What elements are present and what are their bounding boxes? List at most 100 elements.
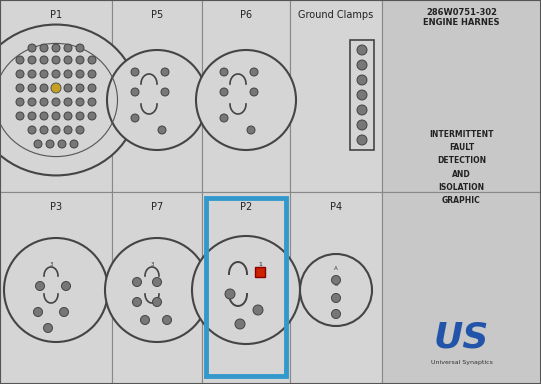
Circle shape xyxy=(28,44,36,52)
Bar xyxy=(382,0,541,192)
Bar xyxy=(290,192,382,384)
Circle shape xyxy=(300,254,372,326)
Bar xyxy=(206,198,286,376)
Circle shape xyxy=(58,140,66,148)
Circle shape xyxy=(88,112,96,120)
Bar xyxy=(255,267,265,277)
Circle shape xyxy=(40,70,48,78)
Circle shape xyxy=(88,84,96,92)
Circle shape xyxy=(76,44,84,52)
Circle shape xyxy=(76,98,84,106)
Circle shape xyxy=(28,70,36,78)
Circle shape xyxy=(76,56,84,64)
Text: US: US xyxy=(434,320,489,354)
Bar xyxy=(202,0,290,192)
Circle shape xyxy=(332,275,340,285)
Circle shape xyxy=(158,126,166,134)
Text: P1: P1 xyxy=(50,10,62,20)
Circle shape xyxy=(40,126,48,134)
Circle shape xyxy=(220,68,228,76)
Circle shape xyxy=(28,112,36,120)
Circle shape xyxy=(34,308,43,316)
Circle shape xyxy=(131,114,139,122)
Circle shape xyxy=(52,126,60,134)
Circle shape xyxy=(40,112,48,120)
Bar xyxy=(290,0,382,192)
Circle shape xyxy=(131,68,139,76)
Text: 3: 3 xyxy=(49,263,53,268)
Circle shape xyxy=(52,98,60,106)
Text: A: A xyxy=(334,265,338,270)
Circle shape xyxy=(141,316,149,324)
Circle shape xyxy=(52,112,60,120)
Circle shape xyxy=(64,70,72,78)
Bar xyxy=(0,0,112,192)
Circle shape xyxy=(332,310,340,318)
Circle shape xyxy=(88,70,96,78)
Text: ENGINE HARNES: ENGINE HARNES xyxy=(423,18,500,27)
Circle shape xyxy=(133,278,142,286)
Circle shape xyxy=(70,140,78,148)
Circle shape xyxy=(76,112,84,120)
Circle shape xyxy=(357,45,367,55)
Circle shape xyxy=(253,305,263,315)
Text: 286W0751-302: 286W0751-302 xyxy=(426,8,497,17)
Circle shape xyxy=(52,44,60,52)
Circle shape xyxy=(64,112,72,120)
Circle shape xyxy=(62,281,70,291)
Text: P2: P2 xyxy=(240,202,252,212)
Circle shape xyxy=(34,140,42,148)
Circle shape xyxy=(28,126,36,134)
Bar xyxy=(0,192,112,384)
Ellipse shape xyxy=(0,25,138,175)
Circle shape xyxy=(64,98,72,106)
Circle shape xyxy=(64,126,72,134)
Circle shape xyxy=(76,126,84,134)
Circle shape xyxy=(153,278,162,286)
Circle shape xyxy=(161,68,169,76)
Text: P3: P3 xyxy=(50,202,62,212)
Text: INTERMITTENT
FAULT
DETECTION
AND
ISOLATION
GRAPHIC: INTERMITTENT FAULT DETECTION AND ISOLATI… xyxy=(429,130,494,205)
Bar xyxy=(112,0,202,192)
Circle shape xyxy=(64,84,72,92)
Circle shape xyxy=(357,90,367,100)
Circle shape xyxy=(133,298,142,306)
Circle shape xyxy=(357,120,367,130)
Circle shape xyxy=(76,70,84,78)
Circle shape xyxy=(153,298,162,306)
Circle shape xyxy=(51,83,61,93)
Circle shape xyxy=(43,323,52,333)
Circle shape xyxy=(52,70,60,78)
Text: P7: P7 xyxy=(151,202,163,212)
Circle shape xyxy=(131,88,139,96)
Text: P5: P5 xyxy=(151,10,163,20)
Circle shape xyxy=(247,126,255,134)
Circle shape xyxy=(28,98,36,106)
Circle shape xyxy=(76,84,84,92)
Circle shape xyxy=(52,84,60,92)
Circle shape xyxy=(196,50,296,150)
Circle shape xyxy=(88,98,96,106)
Text: P4: P4 xyxy=(330,202,342,212)
Circle shape xyxy=(4,238,108,342)
Text: Universal Synaptics: Universal Synaptics xyxy=(431,360,492,365)
Circle shape xyxy=(192,236,300,344)
Bar xyxy=(382,192,541,384)
Text: B: B xyxy=(334,283,338,288)
Circle shape xyxy=(250,88,258,96)
Circle shape xyxy=(161,88,169,96)
Circle shape xyxy=(235,319,245,329)
Circle shape xyxy=(162,316,171,324)
Circle shape xyxy=(46,140,54,148)
Circle shape xyxy=(28,56,36,64)
Circle shape xyxy=(16,84,24,92)
Circle shape xyxy=(357,60,367,70)
Circle shape xyxy=(250,68,258,76)
Circle shape xyxy=(88,56,96,64)
Circle shape xyxy=(40,98,48,106)
Circle shape xyxy=(16,56,24,64)
Circle shape xyxy=(16,70,24,78)
Circle shape xyxy=(60,308,69,316)
Circle shape xyxy=(220,88,228,96)
Circle shape xyxy=(16,98,24,106)
